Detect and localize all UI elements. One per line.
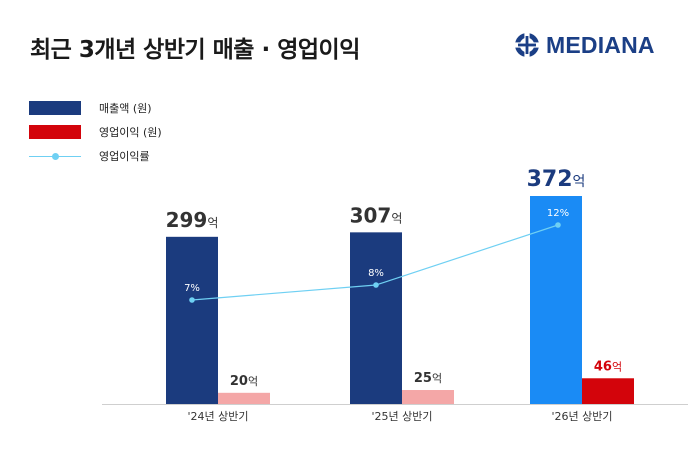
operating-margin-point-1 (189, 297, 195, 303)
legend-swatch-operating-profit (29, 125, 81, 139)
operating-profit-bar-1 (218, 392, 270, 404)
legend: 매출액 (원) 영업이익 (원) 영업이익률 (29, 96, 162, 168)
legend-swatch-revenue (29, 101, 81, 115)
chart-title: 최근 3개년 상반기 매출 · 영업이익 (30, 37, 360, 63)
operating-margin-point-3 (555, 222, 561, 228)
legend-item-operating-profit: 영업이익 (원) (29, 120, 162, 144)
revenue-value-label-1: 299억 (166, 208, 219, 232)
legend-label-revenue: 매출액 (원) (99, 102, 152, 115)
legend-item-revenue: 매출액 (원) (29, 96, 162, 120)
x-tick-label-3: '26년 상반기 (552, 410, 613, 423)
legend-label-operating-margin: 영업이익률 (99, 150, 150, 163)
x-tick-label-2: '25년 상반기 (372, 410, 433, 423)
legend-label-operating-profit: 영업이익 (원) (99, 126, 162, 139)
legend-item-operating-margin: 영업이익률 (29, 144, 162, 168)
revenue-bar-1 (166, 236, 218, 404)
operating-profit-bar-3 (582, 378, 634, 404)
legend-swatch-operating-margin (29, 149, 81, 163)
operating-margin-point-2 (373, 282, 379, 288)
mediana-logo: MEDIANA (514, 32, 655, 58)
revenue-bar-2 (350, 232, 402, 404)
x-tick-label-1: '24년 상반기 (188, 410, 249, 423)
mediana-logo-icon (515, 33, 539, 57)
operating-profit-value-label-1: 20억 (230, 374, 258, 389)
operating-margin-label-1: 7% (184, 283, 200, 294)
operating-profit-value-label-3: 46억 (594, 359, 622, 374)
operating-profit-value-label-2: 25억 (414, 371, 442, 386)
operating-margin-label-3: 12% (547, 208, 569, 219)
revenue-value-label-2: 307억 (350, 203, 403, 227)
operating-margin-label-2: 8% (368, 268, 384, 279)
logo-text: MEDIANA (546, 31, 655, 58)
revenue-value-label-3: 372억 (527, 167, 586, 192)
operating-profit-bar-2 (402, 390, 454, 404)
revenue-bar-3 (530, 196, 582, 404)
